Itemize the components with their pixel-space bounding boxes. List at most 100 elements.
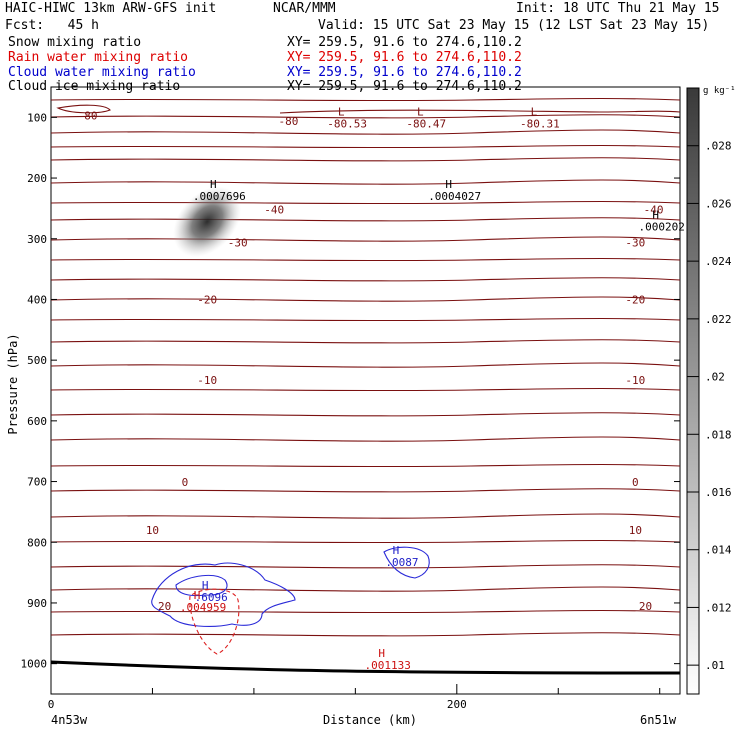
isotherm-label: -30 [228, 236, 248, 249]
isotherm-line [50, 129, 681, 135]
cloud-water-contour [151, 562, 296, 627]
isotherm-line [50, 609, 681, 614]
colorbar-tick-label: .022 [705, 313, 732, 326]
extremum-value: .000202 [638, 221, 684, 234]
colorbar-tick-label: .018 [705, 428, 732, 441]
y-tick-label: 100 [27, 111, 47, 124]
isotherm-label: -20 [625, 293, 645, 306]
isotherm-line [50, 436, 681, 442]
terrain-surface [50, 660, 681, 675]
extremum-value: .6096 [195, 591, 228, 604]
isotherm-line [50, 114, 681, 119]
forecast-hour: Fcst: 45 h [5, 18, 99, 33]
field-xy-cloud-water: XY= 259.5, 91.6 to 274.6,110.2 [287, 65, 522, 80]
colorbar [686, 87, 700, 695]
y-tick-label: 700 [27, 476, 47, 489]
isotherm-line [50, 200, 681, 205]
isotherm-line [50, 97, 681, 102]
colorbar-unit: g kg⁻¹ [703, 86, 736, 96]
isotherm-line [50, 488, 681, 493]
isotherm-label: -20 [197, 293, 217, 306]
x-left-location: 4n53w [51, 713, 88, 727]
extremum-value: .0087 [385, 556, 418, 569]
isotherm-label: 10 [146, 524, 159, 537]
y-tick-label: 400 [27, 293, 47, 306]
cloud-ice-shading [173, 186, 242, 257]
colorbar-tick-label: .012 [705, 601, 732, 614]
cloud-water-contour [383, 546, 430, 579]
extremum-value: .001133 [365, 659, 411, 672]
isotherm-line [50, 277, 681, 282]
isotherm-line [50, 412, 681, 417]
y-tick-label: 300 [27, 233, 47, 246]
valid-time: Valid: 15 UTC Sat 23 May 15 (12 LST Sat … [318, 18, 710, 33]
extremum-value: -80.53 [327, 117, 367, 130]
plot-frame [50, 86, 681, 695]
x-right-location: 6n51w [640, 713, 677, 727]
isotherm-line [279, 109, 681, 114]
cloud-water-contour [175, 574, 228, 597]
colorbar-tick-label: .02 [705, 371, 725, 384]
isotherm-label: -80 [78, 110, 98, 123]
isotherm-line [50, 513, 681, 519]
isotherm-line [50, 362, 681, 368]
isotherm-line [50, 157, 681, 162]
isotherm-line [50, 539, 681, 544]
isotherm-label: 20 [158, 600, 171, 613]
extremum-marker: H [194, 589, 201, 602]
isotherm-label: -40 [264, 204, 284, 217]
y-tick-label: 200 [27, 172, 47, 185]
x-tick-label: 0 [48, 698, 55, 711]
isotherm-label: -10 [625, 374, 645, 387]
field-xy-snow: XY= 259.5, 91.6 to 274.6,110.2 [287, 35, 522, 50]
colorbar-tick-label: .01 [705, 659, 725, 672]
colorbar-tick-label: .016 [705, 486, 732, 499]
extremum-marker: L [531, 105, 538, 118]
isotherm-line [50, 586, 681, 592]
isotherm-line [50, 217, 681, 222]
isotherm-label: -10 [197, 374, 217, 387]
org-label: NCAR/MMM [273, 1, 336, 16]
isotherm-line [50, 317, 681, 322]
ylabel: Pressure (hPa) [6, 333, 20, 435]
extremum-value: .0007696 [193, 190, 246, 203]
extremum-marker: H [202, 579, 209, 592]
isotherm-line [50, 463, 681, 468]
extremum-value: -80.47 [406, 117, 446, 130]
extremum-marker: H [210, 178, 217, 191]
x-tick-label: 200 [447, 698, 467, 711]
isotherm-line [50, 296, 681, 302]
isotherm-line [50, 564, 681, 569]
colorbar-tick-label: .014 [705, 544, 732, 557]
xlabel: Distance (km) [323, 713, 417, 727]
isotherm-label: -40 [644, 204, 664, 217]
extremum-marker: H [652, 209, 659, 222]
field-xy-rain: XY= 259.5, 91.6 to 274.6,110.2 [287, 50, 522, 65]
isotherm-line [50, 387, 681, 392]
isotherm-label: 0 [632, 476, 639, 489]
isotherm-line [50, 236, 681, 242]
y-tick-label: 500 [27, 354, 47, 367]
isotherm-label: 0 [182, 476, 189, 489]
isotherm-label: -30 [625, 236, 645, 249]
isotherm-line [50, 632, 681, 637]
field-label-snow: Snow mixing ratio [8, 35, 142, 50]
isotherm-label: 20 [639, 600, 652, 613]
extremum-marker: L [338, 105, 345, 118]
field-label-cloud-water: Cloud water mixing ratio [8, 65, 196, 80]
colorbar-tick-label: .024 [705, 255, 732, 268]
extremum-value: .004959 [180, 601, 226, 614]
isotherm-label: 10 [629, 524, 642, 537]
y-tick-label: 800 [27, 536, 47, 549]
isotherm-label: -80 [278, 115, 298, 128]
extremum-marker: L [417, 105, 424, 118]
isotherm-line [50, 179, 681, 185]
extremum-value: .0004027 [428, 190, 481, 203]
field-label-rain: Rain water mixing ratio [8, 50, 189, 65]
init-time: Init: 18 UTC Thu 21 May 15 [516, 1, 720, 16]
extremum-value: -80.31 [520, 117, 560, 130]
extremum-marker: H [445, 178, 452, 191]
isotherm-line [50, 144, 681, 149]
extremum-marker: H [378, 647, 385, 660]
